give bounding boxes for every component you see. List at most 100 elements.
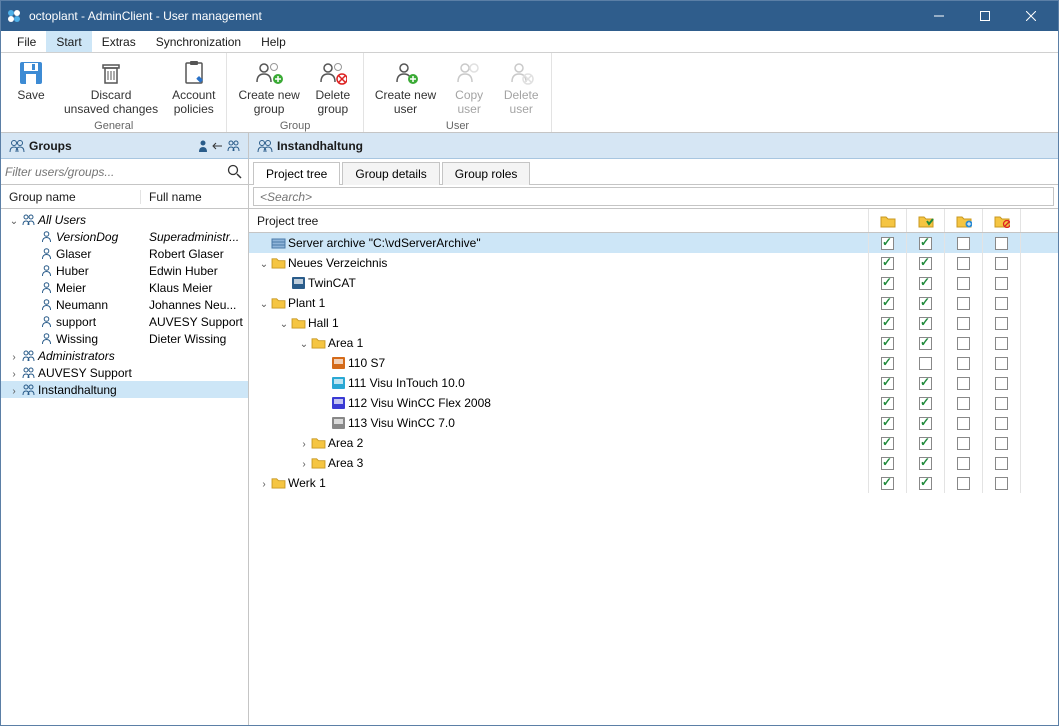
- menu-file[interactable]: File: [7, 31, 46, 52]
- project-tree-row[interactable]: 113 Visu WinCC 7.0: [249, 413, 1058, 433]
- permission-checkbox-3[interactable]: [995, 317, 1008, 330]
- permission-checkbox-1[interactable]: [919, 457, 932, 470]
- permission-checkbox-3[interactable]: [995, 377, 1008, 390]
- permission-checkbox-2[interactable]: [957, 357, 970, 370]
- delete-user-button[interactable]: Delete user: [497, 56, 545, 120]
- col-folder-icon[interactable]: [868, 209, 906, 232]
- project-tree-row[interactable]: ⌄Neues Verzeichnis: [249, 253, 1058, 273]
- policies-button[interactable]: Account policies: [167, 56, 220, 120]
- permission-checkbox-0[interactable]: [881, 397, 894, 410]
- col-folder-check-icon[interactable]: [906, 209, 944, 232]
- menu-synchronization[interactable]: Synchronization: [146, 31, 251, 52]
- user-row[interactable]: WissingDieter Wissing: [1, 330, 248, 347]
- save-button[interactable]: Save: [7, 56, 55, 120]
- expand-toggle[interactable]: ⌄: [257, 296, 271, 310]
- permission-checkbox-2[interactable]: [957, 237, 970, 250]
- project-tree-row[interactable]: ›Area 3: [249, 453, 1058, 473]
- search-input[interactable]: [253, 187, 1054, 206]
- permission-checkbox-1[interactable]: [919, 257, 932, 270]
- permission-checkbox-3[interactable]: [995, 237, 1008, 250]
- user-row[interactable]: NeumannJohannes Neu...: [1, 296, 248, 313]
- permission-checkbox-0[interactable]: [881, 457, 894, 470]
- permission-checkbox-0[interactable]: [881, 297, 894, 310]
- project-tree-row[interactable]: ⌄Hall 1: [249, 313, 1058, 333]
- permission-checkbox-3[interactable]: [995, 457, 1008, 470]
- menu-start[interactable]: Start: [46, 31, 91, 52]
- permission-checkbox-2[interactable]: [957, 297, 970, 310]
- permission-checkbox-2[interactable]: [957, 257, 970, 270]
- permission-checkbox-1[interactable]: [919, 297, 932, 310]
- tab-group-details[interactable]: Group details: [342, 162, 439, 185]
- permission-checkbox-3[interactable]: [995, 357, 1008, 370]
- permission-checkbox-1[interactable]: [919, 337, 932, 350]
- project-tree-row[interactable]: 110 S7: [249, 353, 1058, 373]
- create-user-button[interactable]: Create new user: [370, 56, 441, 120]
- filter-input[interactable]: [5, 162, 226, 182]
- permission-checkbox-0[interactable]: [881, 237, 894, 250]
- permission-checkbox-3[interactable]: [995, 397, 1008, 410]
- expand-toggle[interactable]: ›: [297, 436, 311, 450]
- permission-checkbox-3[interactable]: [995, 417, 1008, 430]
- user-row[interactable]: VersionDogSuperadministr...: [1, 228, 248, 245]
- permission-checkbox-3[interactable]: [995, 477, 1008, 490]
- permission-checkbox-3[interactable]: [995, 437, 1008, 450]
- group-row[interactable]: ›AUVESY Support: [1, 364, 248, 381]
- expand-toggle[interactable]: ›: [7, 366, 21, 380]
- create-group-button[interactable]: Create new group: [233, 56, 304, 120]
- permission-checkbox-2[interactable]: [957, 457, 970, 470]
- delete-group-button[interactable]: Delete group: [309, 56, 357, 120]
- col-full-name[interactable]: Full name: [141, 190, 248, 204]
- permission-checkbox-1[interactable]: [919, 237, 932, 250]
- expand-toggle[interactable]: ›: [257, 476, 271, 490]
- permission-checkbox-1[interactable]: [919, 477, 932, 490]
- minimize-button[interactable]: [916, 1, 962, 31]
- permission-checkbox-3[interactable]: [995, 277, 1008, 290]
- project-tree-row[interactable]: ›Werk 1: [249, 473, 1058, 493]
- permission-checkbox-0[interactable]: [881, 317, 894, 330]
- expand-toggle[interactable]: ›: [7, 349, 21, 363]
- permission-checkbox-3[interactable]: [995, 257, 1008, 270]
- permission-checkbox-0[interactable]: [881, 377, 894, 390]
- expand-toggle[interactable]: ›: [297, 456, 311, 470]
- permission-checkbox-0[interactable]: [881, 417, 894, 430]
- permission-checkbox-0[interactable]: [881, 357, 894, 370]
- project-tree-row[interactable]: 112 Visu WinCC Flex 2008: [249, 393, 1058, 413]
- expand-toggle[interactable]: ›: [7, 383, 21, 397]
- permission-checkbox-1[interactable]: [919, 277, 932, 290]
- permission-checkbox-3[interactable]: [995, 297, 1008, 310]
- tab-project-tree[interactable]: Project tree: [253, 162, 340, 185]
- permission-checkbox-2[interactable]: [957, 277, 970, 290]
- permission-checkbox-2[interactable]: [957, 317, 970, 330]
- user-row[interactable]: MeierKlaus Meier: [1, 279, 248, 296]
- project-tree-row[interactable]: ›Area 2: [249, 433, 1058, 453]
- permission-checkbox-2[interactable]: [957, 397, 970, 410]
- permission-checkbox-1[interactable]: [919, 317, 932, 330]
- maximize-button[interactable]: [962, 1, 1008, 31]
- user-row[interactable]: supportAUVESY Support: [1, 313, 248, 330]
- permission-checkbox-0[interactable]: [881, 257, 894, 270]
- menu-extras[interactable]: Extras: [92, 31, 146, 52]
- permission-checkbox-1[interactable]: [919, 417, 932, 430]
- permission-checkbox-0[interactable]: [881, 437, 894, 450]
- group-row[interactable]: ›Instandhaltung: [1, 381, 248, 398]
- expand-toggle[interactable]: ⌄: [257, 256, 271, 270]
- permission-checkbox-3[interactable]: [995, 337, 1008, 350]
- project-tree-row[interactable]: 111 Visu InTouch 10.0: [249, 373, 1058, 393]
- project-tree-row[interactable]: TwinCAT: [249, 273, 1058, 293]
- permission-checkbox-2[interactable]: [957, 377, 970, 390]
- project-tree-row[interactable]: ⌄Area 1: [249, 333, 1058, 353]
- tab-group-roles[interactable]: Group roles: [442, 162, 531, 185]
- user-row[interactable]: HuberEdwin Huber: [1, 262, 248, 279]
- project-tree-row[interactable]: Server archive "C:\vdServerArchive": [249, 233, 1058, 253]
- expand-toggle[interactable]: ⌄: [297, 336, 311, 350]
- menu-help[interactable]: Help: [251, 31, 296, 52]
- permission-checkbox-0[interactable]: [881, 277, 894, 290]
- permission-checkbox-1[interactable]: [919, 397, 932, 410]
- group-row[interactable]: ›Administrators: [1, 347, 248, 364]
- permission-checkbox-2[interactable]: [957, 337, 970, 350]
- user-row[interactable]: GlaserRobert Glaser: [1, 245, 248, 262]
- expand-toggle[interactable]: ⌄: [277, 316, 291, 330]
- discard-button[interactable]: Discard unsaved changes: [59, 56, 163, 120]
- group-row[interactable]: ⌄All Users: [1, 211, 248, 228]
- col-folder-deny-icon[interactable]: [982, 209, 1020, 232]
